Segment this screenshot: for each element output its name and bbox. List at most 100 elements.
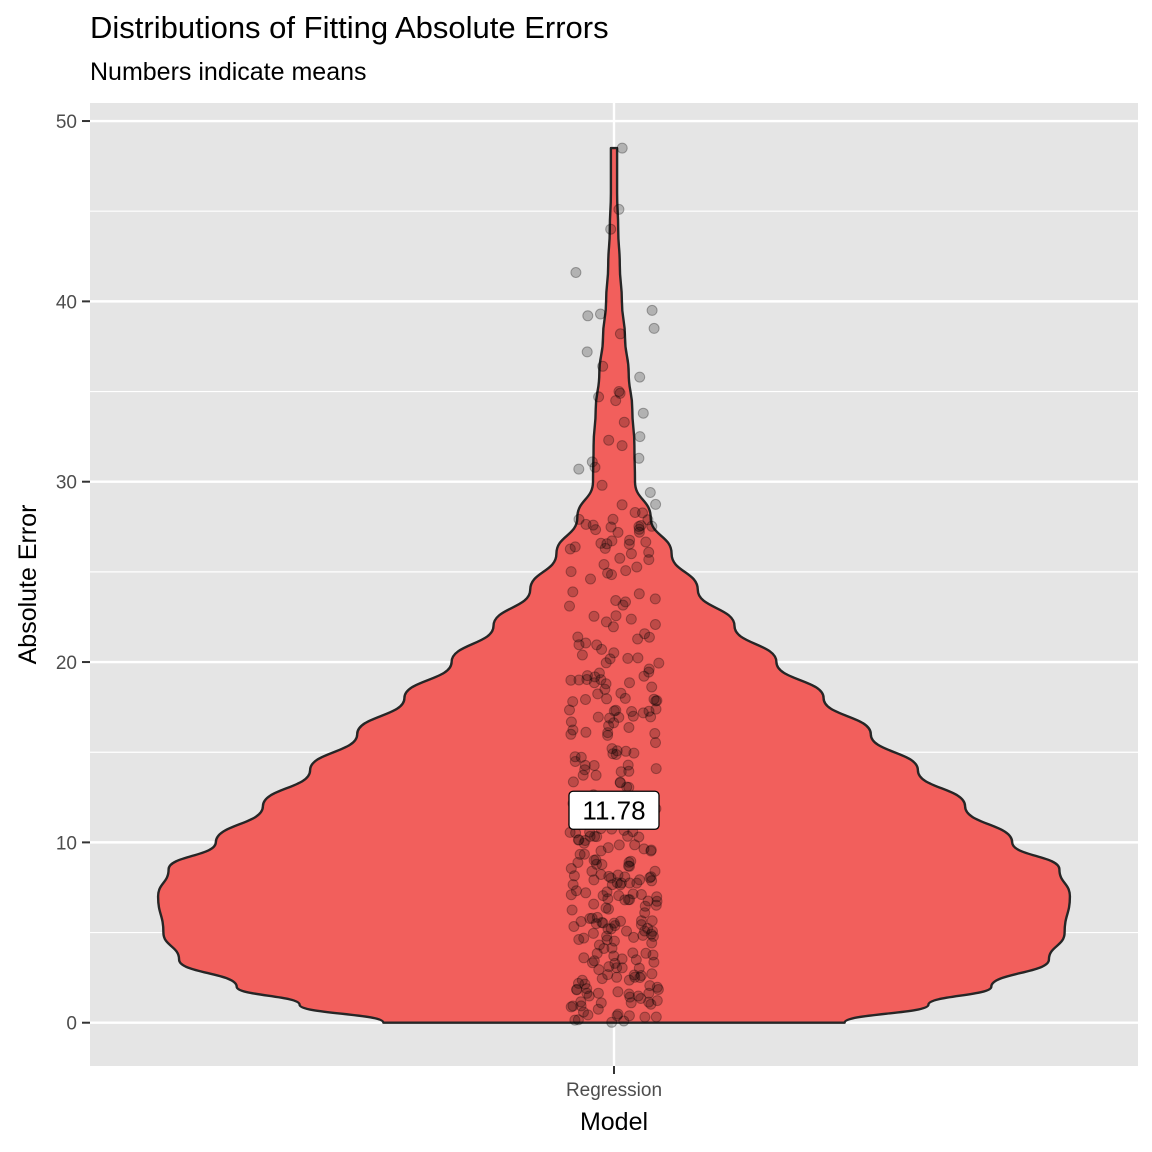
data-point: [597, 890, 609, 902]
data-point: [565, 566, 577, 578]
data-point: [603, 434, 615, 446]
data-point: [588, 955, 600, 967]
data-point: [624, 860, 635, 872]
data-point: [650, 695, 662, 707]
data-point: [602, 727, 614, 739]
data-point: [588, 854, 600, 866]
data-point: [638, 843, 650, 855]
data-point: [569, 756, 581, 767]
data-point: [588, 610, 600, 622]
data-point: [616, 962, 628, 974]
data-point: [617, 599, 629, 611]
data-point: [621, 925, 632, 937]
data-point: [580, 518, 592, 530]
data-point: [572, 857, 584, 868]
data-point: [589, 830, 601, 842]
data-point: [628, 931, 640, 943]
data-point: [622, 652, 634, 664]
data-point: [635, 993, 647, 1004]
data-point: [633, 962, 645, 974]
data-point: [643, 666, 655, 678]
data-point: [620, 596, 631, 608]
data-point: [604, 712, 616, 724]
data-point: [615, 915, 626, 927]
data-point: [614, 387, 626, 399]
data-point: [588, 874, 600, 886]
y-tick-label: 50: [56, 112, 77, 133]
data-point: [634, 371, 646, 383]
data-point: [646, 875, 658, 887]
y-tick-label: 20: [56, 653, 77, 674]
data-point: [622, 894, 634, 906]
data-point: [600, 678, 612, 690]
data-point: [590, 918, 602, 930]
data-point: [591, 831, 603, 843]
data-point: [606, 569, 617, 581]
data-point: [649, 619, 661, 630]
data-point: [580, 887, 592, 899]
data-point: [639, 628, 651, 640]
y-tick-label: 40: [56, 292, 77, 313]
data-point: [632, 652, 644, 664]
data-point: [588, 760, 600, 771]
data-point: [624, 877, 636, 889]
data-point: [613, 711, 625, 723]
violin-shape: [156, 146, 1072, 1024]
data-point: [610, 704, 622, 716]
data-point: [623, 974, 635, 986]
data-point: [629, 507, 641, 518]
data-point: [606, 743, 618, 755]
data-point: [595, 674, 607, 686]
data-point: [566, 904, 578, 916]
data-point: [625, 613, 637, 625]
data-point: [581, 346, 593, 358]
data-point: [627, 888, 639, 900]
data-point: [599, 542, 611, 554]
data-point: [573, 834, 585, 846]
data-point: [586, 456, 598, 468]
data-point: [619, 692, 631, 704]
data-point: [639, 1011, 651, 1023]
data-point: [600, 616, 612, 628]
data-point: [602, 567, 614, 579]
data-point: [634, 972, 646, 983]
data-point: [612, 869, 624, 881]
data-point: [633, 452, 645, 464]
data-point: [643, 705, 655, 717]
data-point: [653, 657, 665, 669]
data-point: [646, 681, 658, 693]
data-point: [625, 548, 637, 560]
data-point: [602, 729, 614, 741]
data-point: [615, 877, 627, 889]
data-point: [637, 929, 649, 941]
data-point: [646, 915, 658, 927]
data-point: [649, 593, 661, 605]
data-point: [596, 859, 608, 870]
data-point: [640, 536, 652, 548]
data-point: [606, 879, 618, 891]
data-point: [644, 487, 656, 498]
data-point: [623, 988, 635, 1000]
data-point: [648, 956, 660, 968]
data-point: [605, 872, 617, 884]
data-point: [577, 769, 589, 781]
data-point: [610, 749, 622, 760]
data-point: [645, 928, 657, 940]
data-point: [590, 524, 602, 536]
data-point: [646, 520, 658, 532]
data-point: [633, 588, 645, 600]
data-point: [612, 1008, 624, 1020]
data-point: [638, 670, 650, 682]
data-point: [572, 1014, 584, 1026]
data-point: [604, 653, 616, 665]
y-tick-label: 10: [56, 833, 77, 854]
y-tick-label: 30: [56, 473, 77, 494]
data-point: [582, 1009, 594, 1021]
data-point: [564, 704, 575, 716]
jitter-points: [564, 142, 665, 1028]
data-point: [601, 934, 613, 946]
data-point: [580, 726, 592, 738]
data-point: [598, 943, 610, 954]
data-point: [640, 947, 652, 959]
data-point: [588, 898, 600, 910]
